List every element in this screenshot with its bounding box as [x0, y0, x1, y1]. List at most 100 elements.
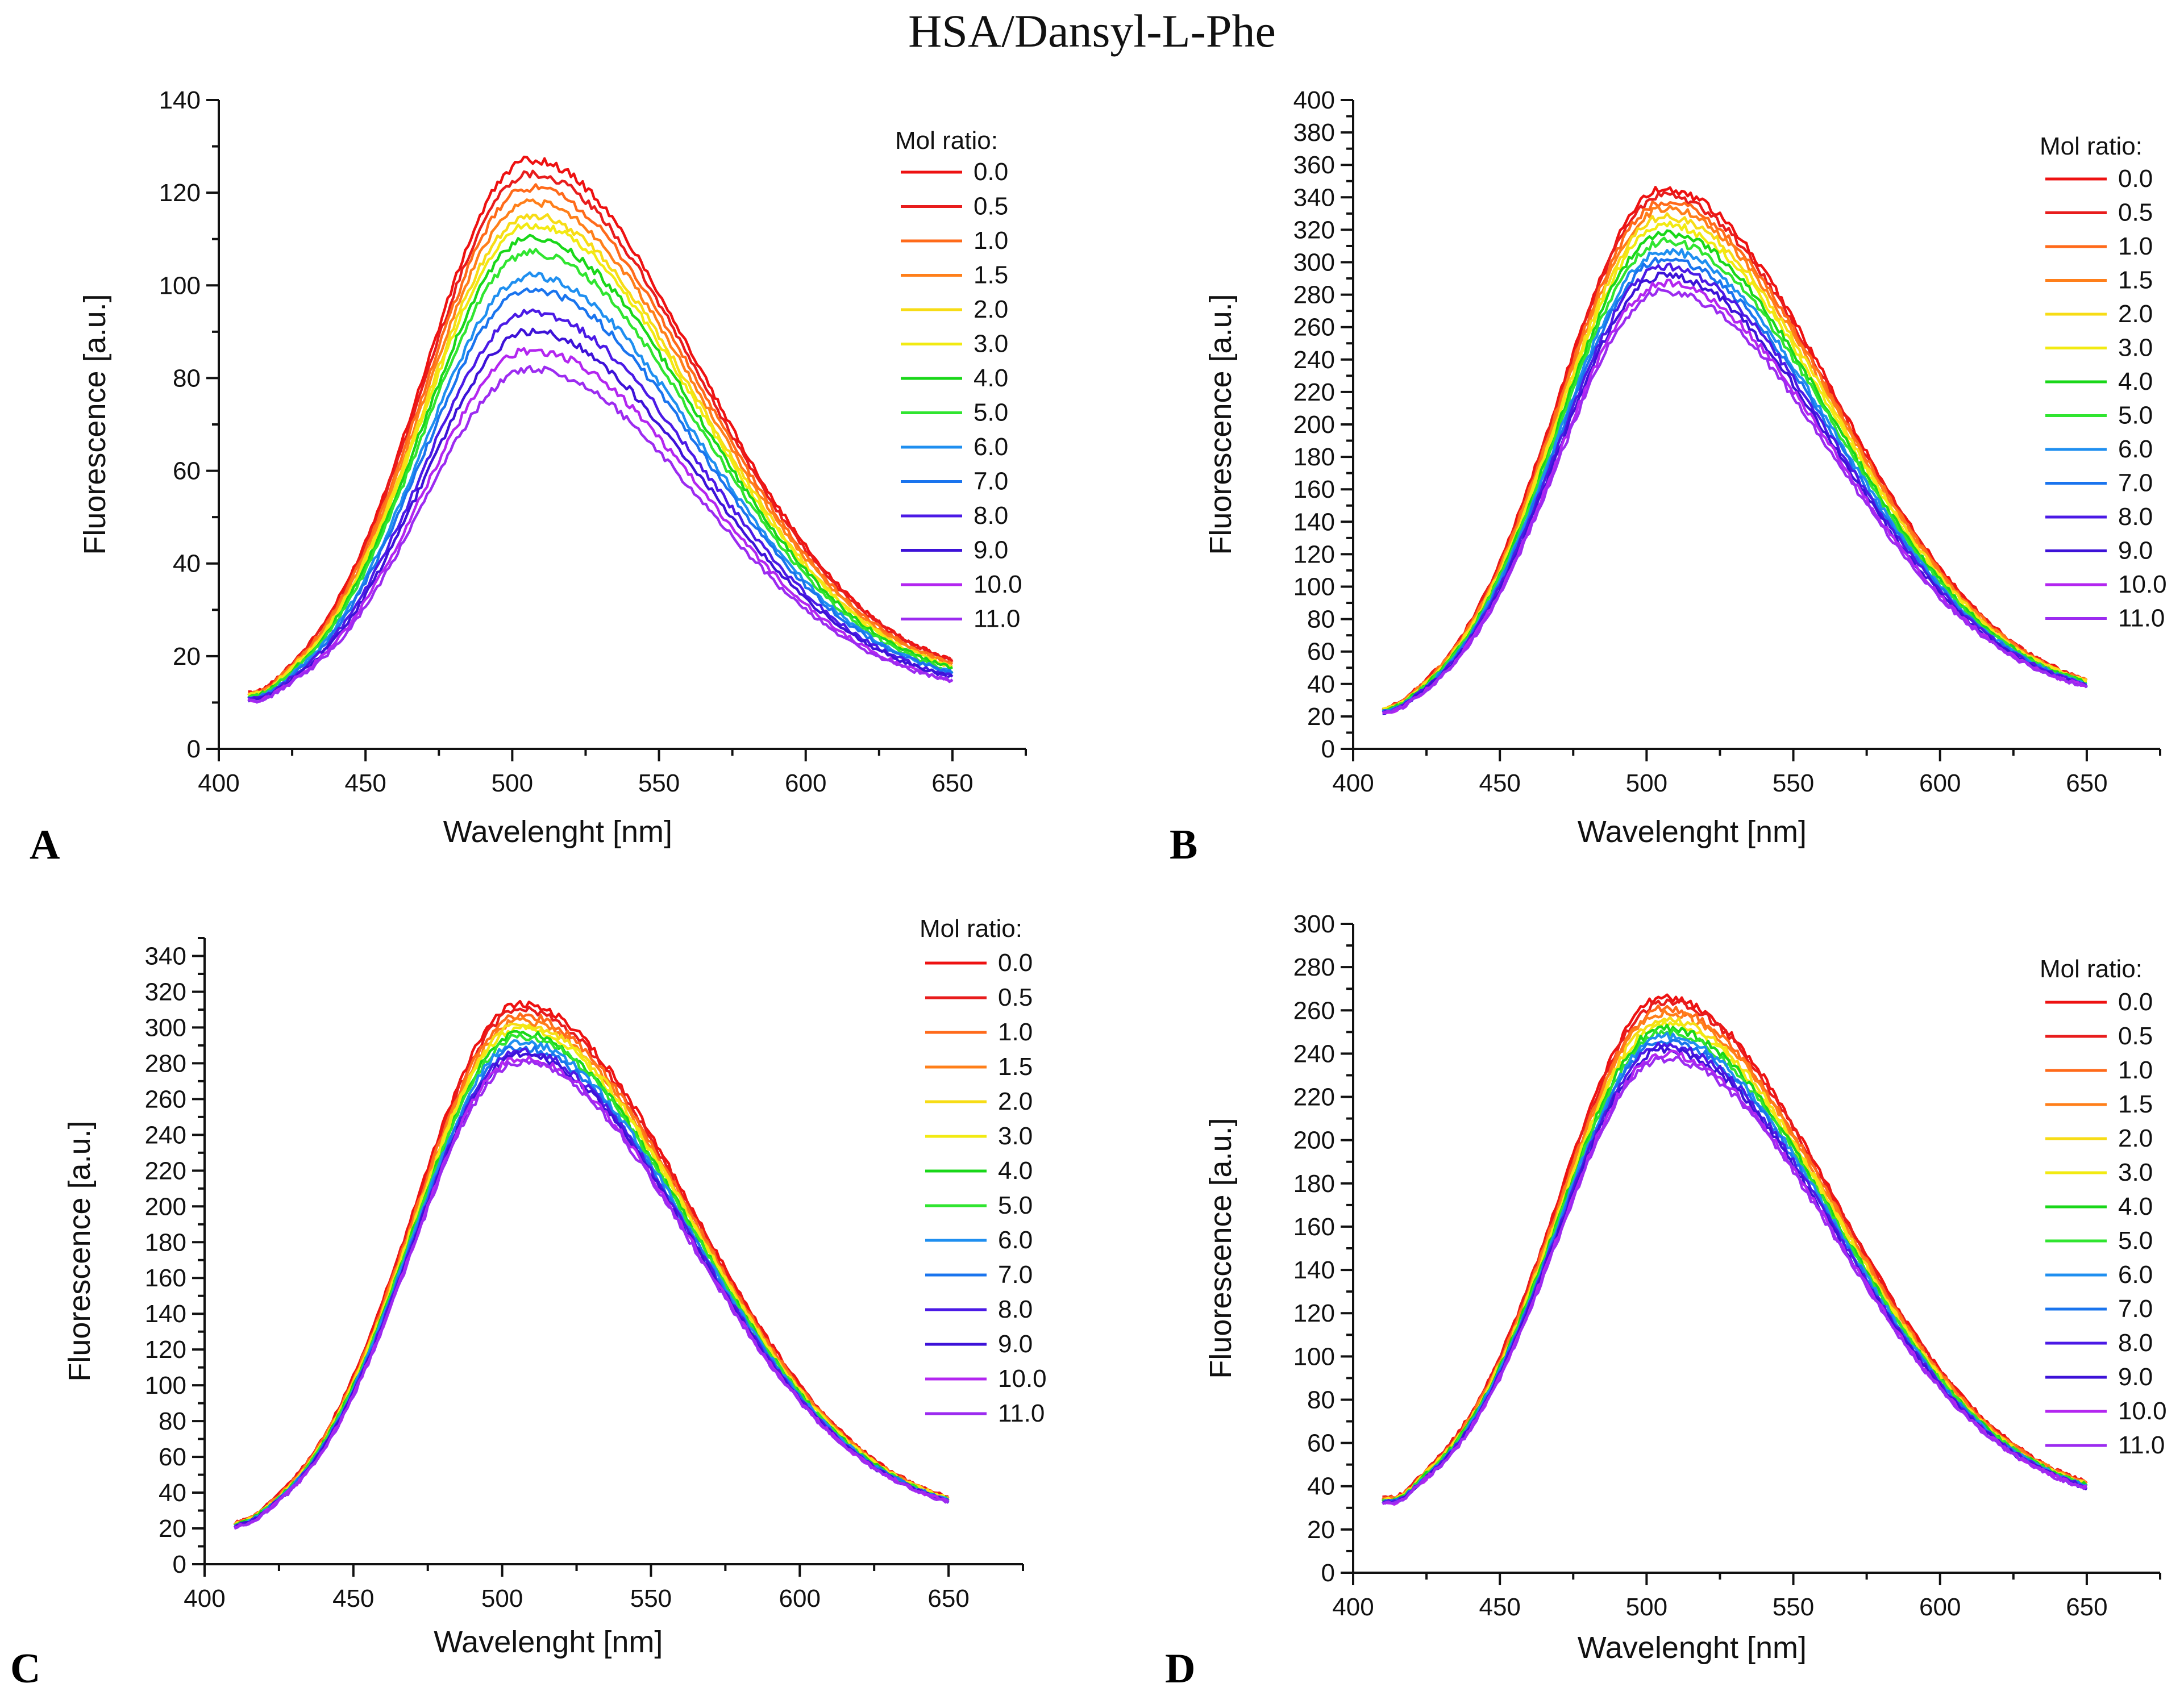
legend-label-d-8.0: 8.0 [2118, 1329, 2153, 1357]
y-axis-label-b: Fluorescence [a.u.] [1204, 294, 1238, 555]
legend-title-b: Mol ratio: [2040, 132, 2143, 160]
y-tick-label-c-20: 20 [159, 1515, 186, 1543]
y-tick-label-d-80: 80 [1307, 1386, 1335, 1414]
y-tick-label-a-120: 120 [159, 179, 201, 207]
x-tick-label-b-600: 600 [1919, 769, 1961, 797]
y-tick-label-b-180: 180 [1293, 443, 1335, 471]
series-line-a-11.0 [248, 365, 954, 704]
series-line-b-0.5 [1382, 190, 2087, 711]
series-line-c-11.0 [234, 1058, 950, 1530]
legend-label-c-10.0: 10.0 [998, 1365, 1047, 1393]
y-tick-label-d-0: 0 [1321, 1559, 1335, 1587]
legend-label-b-2.0: 2.0 [2118, 300, 2153, 328]
y-tick-label-d-160: 160 [1293, 1213, 1335, 1241]
legend-label-c-9.0: 9.0 [998, 1330, 1033, 1358]
y-tick-label-b-260: 260 [1293, 314, 1335, 341]
y-tick-label-d-100: 100 [1293, 1343, 1335, 1370]
y-tick-label-b-300: 300 [1293, 249, 1335, 277]
y-axis-label-d: Fluorescence [a.u.] [1204, 1118, 1238, 1378]
panel-label-b: B [1170, 822, 1198, 868]
y-tick-label-a-140: 140 [159, 86, 201, 114]
series-line-a-10.0 [247, 347, 953, 703]
chart-panel-c: 400 450 500 550 600 650 0 20 40 60 80 100 120 140 160 1… [63, 915, 1047, 1659]
series-line-d-8.0 [1382, 1041, 2087, 1505]
legend-label-d-0.0: 0.0 [2118, 988, 2153, 1016]
x-tick-label-d-650: 650 [2066, 1593, 2107, 1621]
x-tick-label-d-550: 550 [1773, 1593, 1814, 1621]
y-tick-label-c-200: 200 [145, 1193, 186, 1220]
legend-label-d-3.0: 3.0 [2118, 1159, 2153, 1186]
legend-label-c-7.0: 7.0 [998, 1261, 1033, 1289]
y-tick-label-b-0: 0 [1321, 735, 1335, 763]
y-tick-label-c-300: 300 [145, 1014, 186, 1041]
legend-label-a-4.0: 4.0 [974, 364, 1008, 392]
y-tick-label-b-280: 280 [1293, 281, 1335, 309]
y-tick-label-c-180: 180 [145, 1228, 186, 1256]
y-tick-label-d-200: 200 [1293, 1127, 1335, 1155]
x-tick-label-c-500: 500 [481, 1585, 523, 1613]
series-line-a-1.0 [248, 183, 954, 695]
x-tick-label-c-450: 450 [332, 1585, 374, 1613]
legend-label-c-3.0: 3.0 [998, 1122, 1033, 1150]
figure-title: HSA/Dansyl-L-Phe [908, 5, 1276, 57]
x-tick-label-a-550: 550 [638, 769, 680, 797]
legend-label-c-11.0: 11.0 [998, 1399, 1045, 1427]
legend-label-b-9.0: 9.0 [2118, 537, 2153, 565]
y-tick-label-c-220: 220 [145, 1157, 186, 1185]
series-line-d-9.0 [1382, 1044, 2088, 1505]
y-tick-label-c-340: 340 [145, 942, 186, 970]
x-tick-label-d-500: 500 [1626, 1593, 1667, 1621]
legend-label-b-0.5: 0.5 [2118, 199, 2153, 227]
legend-label-a-8.0: 8.0 [974, 502, 1008, 530]
y-tick-label-c-140: 140 [145, 1300, 186, 1328]
series-line-a-9.0 [247, 327, 953, 703]
y-tick-label-b-20: 20 [1307, 703, 1335, 731]
legend-label-a-5.0: 5.0 [974, 399, 1008, 427]
x-axis-label-b: Wavelenght [nm] [1578, 815, 1807, 849]
y-tick-label-b-220: 220 [1293, 378, 1335, 406]
y-tick-label-d-40: 40 [1307, 1473, 1335, 1501]
y-tick-label-a-100: 100 [159, 272, 201, 299]
y-tick-label-d-120: 120 [1293, 1299, 1335, 1327]
legend-label-b-4.0: 4.0 [2118, 368, 2153, 395]
series-line-d-7.0 [1382, 1039, 2087, 1505]
x-tick-label-b-450: 450 [1479, 769, 1520, 797]
series-line-c-0.0 [233, 999, 949, 1526]
series-line-b-11.0 [1382, 287, 2088, 714]
y-tick-label-d-280: 280 [1293, 953, 1335, 981]
x-tick-label-b-500: 500 [1626, 769, 1667, 797]
legend-label-a-7.0: 7.0 [974, 468, 1008, 495]
legend-label-a-1.5: 1.5 [974, 261, 1008, 289]
legend-label-d-7.0: 7.0 [2118, 1295, 2153, 1323]
legend-label-a-9.0: 9.0 [974, 536, 1008, 564]
legend-label-c-5.0: 5.0 [998, 1191, 1033, 1219]
y-tick-label-d-300: 300 [1293, 910, 1335, 938]
legend-label-b-0.0: 0.0 [2118, 165, 2153, 193]
x-tick-label-a-400: 400 [198, 769, 239, 797]
y-tick-label-c-160: 160 [145, 1264, 186, 1292]
legend-label-c-6.0: 6.0 [998, 1226, 1033, 1254]
series-group-b [1382, 186, 2088, 715]
x-tick-label-b-550: 550 [1773, 769, 1814, 797]
y-tick-label-c-40: 40 [159, 1479, 186, 1507]
y-tick-label-d-260: 260 [1293, 997, 1335, 1024]
series-line-b-6.0 [1382, 248, 2087, 713]
legend-label-c-0.0: 0.0 [998, 949, 1033, 977]
legend-label-b-1.5: 1.5 [2118, 266, 2153, 294]
legend-label-a-1.0: 1.0 [974, 227, 1008, 255]
x-tick-label-d-450: 450 [1479, 1593, 1520, 1621]
legend-label-b-7.0: 7.0 [2118, 469, 2153, 497]
y-tick-label-b-80: 80 [1307, 606, 1335, 634]
y-tick-label-b-160: 160 [1293, 476, 1335, 503]
legend-label-c-1.0: 1.0 [998, 1018, 1033, 1046]
x-tick-label-a-500: 500 [492, 769, 533, 797]
legend-title-c: Mol ratio: [920, 915, 1022, 943]
y-tick-label-b-120: 120 [1293, 540, 1335, 568]
chart-panel-a: 400 450 500 550 600 650 0 20 40 60 80 100 120 140 Wave… [78, 86, 1027, 849]
legend-label-d-2.0: 2.0 [2118, 1124, 2153, 1152]
y-tick-label-c-120: 120 [145, 1336, 186, 1364]
y-axis-label-c: Fluorescence [a.u.] [63, 1120, 97, 1381]
legend-label-c-0.5: 0.5 [998, 984, 1033, 1011]
legend-title-a: Mol ratio: [895, 127, 998, 155]
legend-label-a-3.0: 3.0 [974, 330, 1008, 358]
